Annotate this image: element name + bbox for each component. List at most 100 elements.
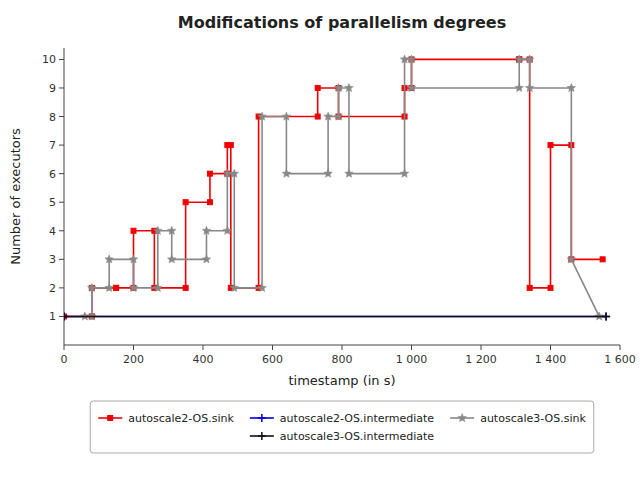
series-marker (548, 285, 553, 290)
series-line (64, 316, 606, 318)
series-marker (223, 226, 232, 234)
y-tick (59, 145, 64, 146)
series-marker (334, 83, 343, 91)
y-tick (59, 59, 64, 60)
series-marker (230, 169, 239, 177)
series-marker (258, 283, 267, 291)
y-tick-label: 8 (49, 111, 56, 124)
chart-container: Modifications of parallelism degrees 0 200… (0, 0, 640, 480)
series-marker (230, 283, 239, 291)
x-tick (550, 345, 551, 350)
x-tick (203, 345, 204, 350)
y-tick (59, 202, 64, 203)
y-tick (59, 259, 64, 260)
series-marker (282, 169, 291, 177)
x-tick (481, 345, 482, 350)
x-tick (272, 345, 273, 350)
series-marker (131, 228, 136, 233)
series-marker (114, 285, 119, 290)
series-line (64, 59, 603, 316)
y-tick-label: 6 (49, 168, 56, 181)
series-marker (315, 114, 320, 119)
series-marker (324, 112, 333, 120)
legend-item: autoscale2-OS.sink (98, 412, 234, 425)
series-marker (202, 255, 211, 263)
legend-marker (108, 416, 113, 421)
series-marker (183, 285, 188, 290)
x-tick-label: 200 (123, 353, 144, 366)
series-marker (207, 200, 212, 205)
x-tick-label: 800 (332, 353, 353, 366)
series-marker (202, 226, 211, 234)
series-marker (407, 55, 416, 63)
series-marker (207, 171, 212, 176)
series-line (85, 59, 599, 316)
legend-marker (258, 414, 266, 422)
series-marker (167, 226, 176, 234)
legend: autoscale2-OS.sink autoscale2-OS.intermed… (90, 401, 594, 453)
series-marker (515, 55, 524, 63)
series-marker (183, 200, 188, 205)
y-tick-label: 2 (49, 282, 56, 295)
series (81, 55, 604, 320)
y-axis-line (64, 48, 65, 345)
legend-marker (458, 414, 467, 422)
series-marker (345, 83, 354, 91)
series-marker (602, 312, 610, 320)
x-tick-label: 400 (193, 353, 214, 366)
x-tick-label: 0 (61, 353, 68, 366)
series-marker (345, 169, 354, 177)
series-marker (223, 169, 232, 177)
series-marker (228, 143, 233, 148)
y-tick (59, 316, 64, 317)
chart-title: Modifications of parallelism degrees (178, 13, 507, 32)
series (64, 312, 610, 320)
series-marker (154, 226, 163, 234)
series-marker (527, 285, 532, 290)
x-tick-label: 1 400 (535, 353, 567, 366)
legend-label: autoscale3-OS.sink (480, 412, 586, 425)
chart-svg: Modifications of parallelism degrees 0 200… (0, 0, 640, 480)
series-marker (334, 112, 343, 120)
series-marker (407, 83, 416, 91)
y-tick-label: 9 (49, 82, 56, 95)
series-marker (105, 255, 114, 263)
x-tick-label: 1 000 (396, 353, 428, 366)
y-axis-label: Number of executors (8, 128, 23, 265)
legend-item: autoscale3-OS.intermediate (250, 430, 435, 443)
series-line (64, 316, 606, 318)
y-tick-label: 5 (49, 196, 56, 209)
series-marker (400, 55, 409, 63)
series-marker (88, 283, 97, 291)
series-marker (567, 255, 576, 263)
x-tick (411, 345, 412, 350)
series-marker (548, 143, 553, 148)
series-marker (64, 312, 68, 320)
series-marker (567, 83, 576, 91)
legend-label: autoscale2-OS.intermediate (280, 412, 435, 425)
series-marker (525, 55, 534, 63)
axes: 02004006008001 0001 2001 4001 6001234567… (42, 48, 636, 366)
y-tick-label: 3 (49, 253, 56, 266)
legend-label: autoscale2-OS.sink (128, 412, 234, 425)
series-marker (602, 312, 610, 320)
legend-item: autoscale2-OS.intermediate (250, 412, 435, 425)
legend-item: autoscale3-OS.sink (450, 412, 586, 425)
x-tick (64, 345, 65, 350)
legend-marker (258, 432, 266, 440)
x-tick (133, 345, 134, 350)
series-marker (315, 85, 320, 90)
y-tick-label: 1 (49, 310, 56, 323)
series-marker (129, 283, 138, 291)
series-marker (515, 83, 524, 91)
series-marker (324, 169, 333, 177)
series-marker (154, 283, 163, 291)
series-marker (525, 83, 534, 91)
series (64, 312, 610, 320)
series-marker (114, 285, 119, 290)
x-tick (620, 345, 621, 350)
series-marker (600, 257, 605, 262)
y-tick-label: 10 (42, 53, 56, 66)
x-tick-label: 1 600 (604, 353, 636, 366)
y-tick-label: 4 (49, 225, 56, 238)
